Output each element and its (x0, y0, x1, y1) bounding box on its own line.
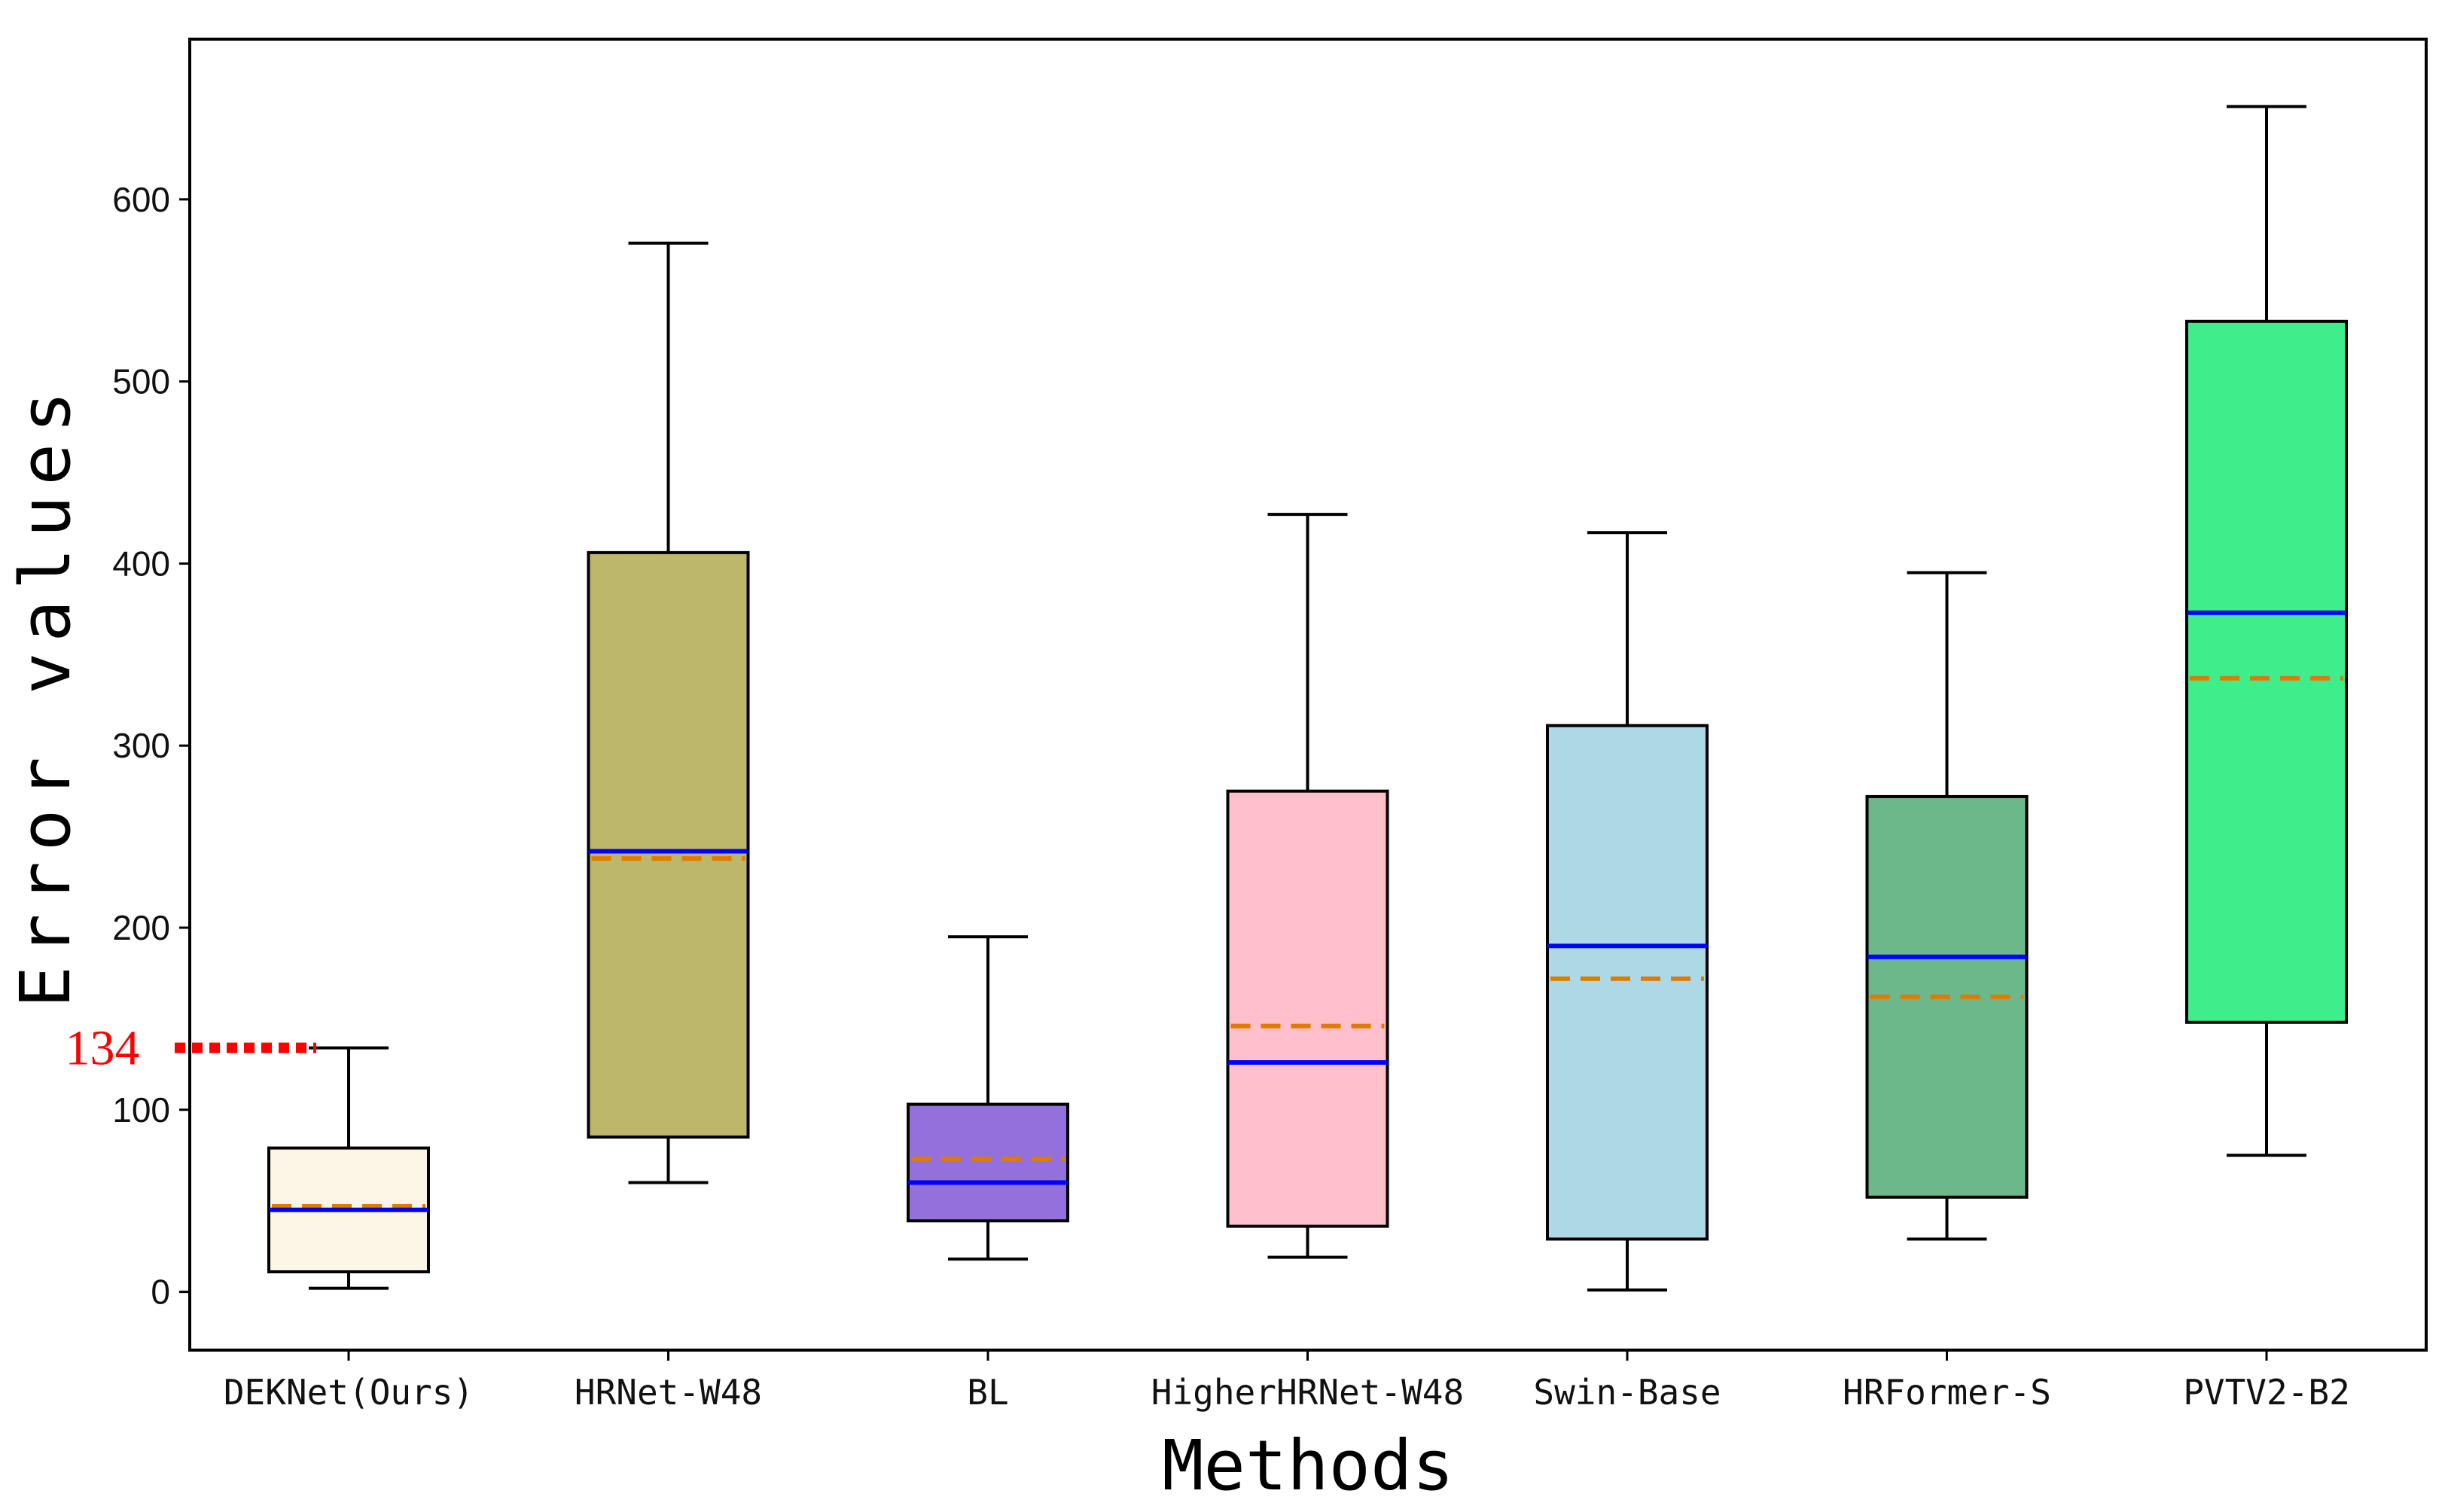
box-4 (1546, 724, 1709, 1241)
x-tick-label-1: HRNet-W48 (575, 1372, 762, 1413)
y-tick-label: 100 (112, 1090, 170, 1129)
y-tick-label: 500 (112, 362, 170, 401)
box-6 (2185, 319, 2348, 1024)
y-tick-label: 600 (112, 180, 170, 219)
x-tick-label-2: BL (967, 1372, 1008, 1413)
x-axis-title: Methods (1162, 1425, 1454, 1506)
plot-frame (188, 38, 2428, 1352)
y-tick-label: 300 (112, 726, 170, 765)
y-tick-label: 0 (151, 1273, 170, 1312)
x-tick-label-5: HRFormer-S (1843, 1372, 2051, 1413)
box-3 (1226, 789, 1389, 1228)
x-tick-label-4: Swin-Base (1533, 1372, 1721, 1413)
box-1 (587, 550, 750, 1139)
y-axis-title: Error values (5, 381, 86, 1008)
annotation-label: 134 (66, 1021, 140, 1076)
x-tick-label-3: HigherHRNet-W48 (1151, 1372, 1464, 1413)
y-tick-label: 200 (112, 908, 170, 947)
x-tick-label-6: PVTV2-B2 (2183, 1372, 2350, 1413)
box-2 (907, 1102, 1069, 1223)
y-tick-label: 400 (112, 544, 170, 583)
x-tick-label-0: DEKNet(Ours) (224, 1372, 474, 1413)
